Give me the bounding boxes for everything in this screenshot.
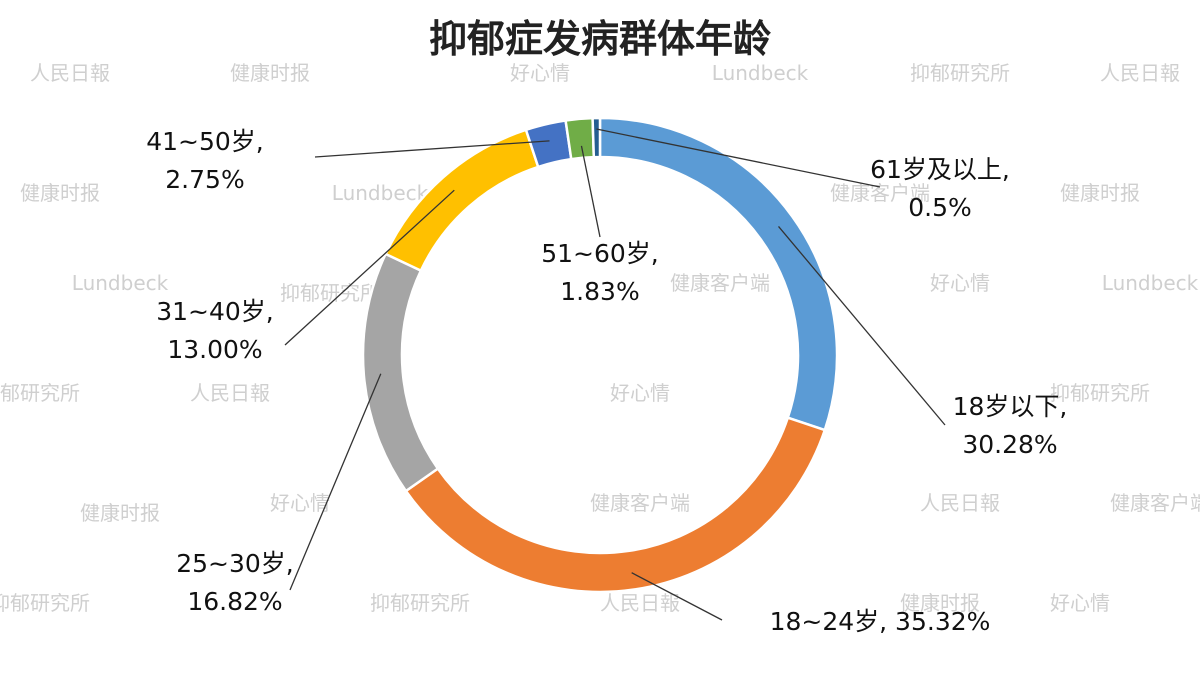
chart-title: 抑郁症发病群体年龄 (429, 17, 771, 61)
watermark-text: 好心情 (510, 61, 570, 85)
watermark-text: Lundbeck (1102, 271, 1199, 295)
watermark-text: 人民日報 (1100, 61, 1180, 85)
watermark-text: 抑郁研究所 (910, 61, 1010, 85)
data-label-0-line-0: 18岁以下, (953, 392, 1068, 421)
watermark-text: 健康客户端 (590, 491, 690, 515)
data-label-3-line-0: 31~40岁, (156, 297, 274, 326)
watermark-text: Lundbeck (712, 61, 809, 85)
donut-slice-5 (564, 116, 596, 161)
data-label-4-line-1: 2.75% (165, 165, 244, 194)
watermark-text: 健康时报 (230, 61, 310, 85)
watermark-text: 好心情 (1050, 591, 1110, 615)
data-label-5-line-0: 51~60岁, (541, 239, 659, 268)
data-label-2-line-1: 16.82% (187, 587, 282, 616)
watermark-text: 健康时报 (1060, 181, 1140, 205)
watermark-text: 好心情 (270, 491, 330, 515)
watermark-text: 抑郁研究所 (0, 591, 90, 615)
data-label-5-line-1: 1.83% (560, 277, 639, 306)
watermark-text: 抑郁研究所 (0, 381, 80, 405)
watermark-text: 人民日報 (190, 381, 270, 405)
watermark-text: Lundbeck (72, 271, 169, 295)
watermark-text: 健康客户端 (1110, 491, 1200, 515)
data-labels: 18岁以下, 30.28% 18~24岁, 35.32% 25~30岁, 16.82% 3… (146, 127, 1067, 636)
data-label-6-line-0: 61岁及以上, (870, 155, 1010, 184)
watermark-text: 抑郁研究所 (370, 591, 470, 615)
leader-line-6 (596, 128, 881, 188)
leader-line-3 (284, 189, 455, 346)
watermark-text: Lundbeck (332, 181, 429, 205)
leader-lines (284, 128, 946, 621)
leader-line-2 (289, 373, 382, 591)
watermark-text: 人民日報 (920, 491, 1000, 515)
watermark-text: 健康时报 (80, 501, 160, 525)
data-label-1-line-0: 18~24岁, 35.32% (770, 607, 991, 636)
donut-slice-6 (591, 116, 602, 159)
leader-line-0 (778, 225, 946, 426)
data-label-2-line-0: 25~30岁, (176, 549, 294, 578)
donut-slice-2 (361, 252, 440, 493)
watermark-text: 健康时报 (900, 591, 980, 615)
watermark-text: 人民日報 (30, 61, 110, 85)
watermark-text: 抑郁研究所 (1050, 381, 1150, 405)
leader-line-4 (314, 140, 550, 158)
watermark-text: 健康客户端 (670, 271, 770, 295)
data-label-4-line-0: 41~50岁, (146, 127, 264, 156)
slices-layer (361, 116, 839, 594)
leader-line-1 (631, 572, 723, 621)
watermark-text: 好心情 (610, 381, 670, 405)
data-label-6-line-1: 0.5% (908, 193, 972, 222)
data-label-3-line-1: 13.00% (167, 335, 262, 364)
watermark-text: 健康时报 (20, 181, 100, 205)
data-label-0-line-1: 30.28% (962, 430, 1057, 459)
watermark-text: 健康客户端 (830, 181, 930, 205)
watermark-text: 好心情 (930, 271, 990, 295)
watermark-text: 抑郁研究所 (280, 281, 380, 305)
watermark-text: 人民日報 (600, 591, 680, 615)
leader-line-5 (580, 145, 601, 238)
